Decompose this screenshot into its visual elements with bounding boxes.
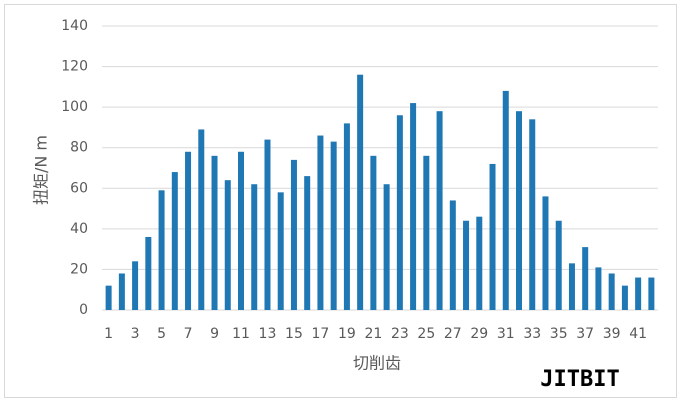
bar (635, 277, 642, 310)
bar (396, 115, 403, 310)
x-tick-label: 39 (603, 326, 621, 342)
bar (251, 184, 258, 310)
x-tick-label: 25 (417, 326, 435, 342)
x-tick-label: 11 (232, 326, 250, 342)
y-axis-title: 扭矩/N m (32, 135, 51, 205)
x-tick-label: 27 (444, 326, 462, 342)
bar (158, 190, 165, 310)
bar (290, 159, 297, 310)
y-tick-label: 140 (61, 18, 88, 34)
bar (370, 155, 377, 310)
bar (145, 236, 152, 310)
bar (502, 90, 509, 311)
bar (171, 172, 178, 310)
bar (449, 200, 456, 310)
x-tick-label: 29 (470, 326, 488, 342)
bar (595, 267, 602, 310)
bar (277, 192, 284, 310)
bar (529, 119, 536, 310)
x-tick-label: 23 (391, 326, 409, 342)
bar (330, 141, 337, 310)
y-tick-label: 120 (61, 59, 88, 75)
bar (568, 263, 575, 310)
bar (582, 247, 589, 310)
bar (423, 155, 430, 310)
bar (264, 139, 271, 310)
bar (383, 184, 390, 310)
x-tick-label: 35 (550, 326, 568, 342)
bar (516, 111, 522, 310)
bar (343, 123, 350, 310)
bar (648, 277, 655, 310)
bar (436, 111, 443, 310)
bar (357, 74, 364, 310)
y-tick-label: 100 (61, 99, 88, 115)
x-tick-label: 5 (157, 326, 166, 342)
bar (317, 135, 324, 310)
bar (410, 103, 417, 310)
x-tick-label: 13 (259, 326, 277, 342)
bar (304, 176, 311, 310)
bar (463, 220, 470, 310)
x-tick-label: 9 (210, 326, 219, 342)
bar (238, 151, 244, 310)
x-tick-label: 3 (131, 326, 140, 342)
x-tick-label: 41 (629, 326, 647, 342)
bar (211, 155, 218, 310)
bar (105, 285, 112, 310)
x-tick-label: 7 (184, 326, 193, 342)
bar (621, 285, 628, 310)
y-tick-label: 80 (70, 140, 88, 156)
bar (608, 273, 615, 310)
watermark: JITBIT (540, 367, 619, 392)
bar (476, 216, 483, 310)
x-tick-label: 1 (104, 326, 113, 342)
x-tick-label: 37 (576, 326, 594, 342)
x-axis-title: 切削齿 (353, 354, 401, 373)
y-tick-label: 60 (70, 180, 88, 196)
bar (224, 180, 231, 310)
bar (132, 261, 139, 310)
bar (118, 273, 125, 310)
y-tick-label: 0 (79, 302, 88, 318)
bar (542, 196, 549, 310)
x-tick-label: 19 (338, 326, 356, 342)
bar (555, 220, 562, 310)
y-tick-label: 40 (70, 221, 88, 237)
bar (489, 163, 496, 310)
bar (198, 129, 205, 310)
chart-border (4, 4, 677, 398)
x-tick-label: 31 (497, 326, 515, 342)
x-tick-label: 21 (364, 326, 382, 342)
bar (185, 151, 192, 310)
y-tick-label: 20 (70, 261, 88, 277)
x-tick-label: 17 (312, 326, 330, 342)
x-tick-label: 33 (523, 326, 541, 342)
x-tick-label: 15 (285, 326, 303, 342)
